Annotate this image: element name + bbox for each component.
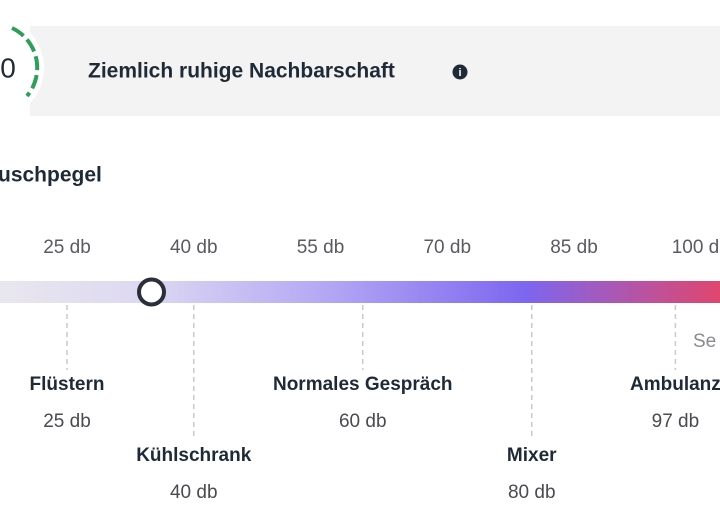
level-value: 60 db xyxy=(339,411,387,432)
scale-label: 55 db xyxy=(297,237,345,258)
info-icon[interactable] xyxy=(452,64,468,80)
banner xyxy=(30,26,720,116)
score-badge xyxy=(0,16,44,120)
level-value: 97 db xyxy=(652,411,700,432)
annotation: Se xyxy=(693,331,716,352)
scale-label: 70 db xyxy=(423,237,471,258)
score-ring xyxy=(11,26,40,98)
scale-label: 100 db xyxy=(672,237,720,258)
current-marker xyxy=(137,277,166,307)
scale-label: 85 db xyxy=(550,237,598,258)
level-value: 40 db xyxy=(170,482,218,503)
score: 0 xyxy=(0,52,16,83)
level-name: Kühlschrank xyxy=(136,445,252,466)
section-title: uschpegel xyxy=(0,164,102,187)
level-name: Mixer xyxy=(507,445,557,466)
level-name: Ambulanz xyxy=(630,374,720,395)
banner-title: Ziemlich ruhige Nachbarschaft xyxy=(88,60,395,83)
level-value: 25 db xyxy=(43,411,91,432)
level-name: Flüstern xyxy=(30,374,105,395)
info-glyph: i xyxy=(458,67,461,79)
level-name: Normales Gespräch xyxy=(273,374,453,395)
level-value: 80 db xyxy=(508,482,556,503)
scale-label: 40 db xyxy=(170,237,218,258)
scale-label: 25 db xyxy=(43,237,91,258)
noise-bar xyxy=(0,281,720,303)
